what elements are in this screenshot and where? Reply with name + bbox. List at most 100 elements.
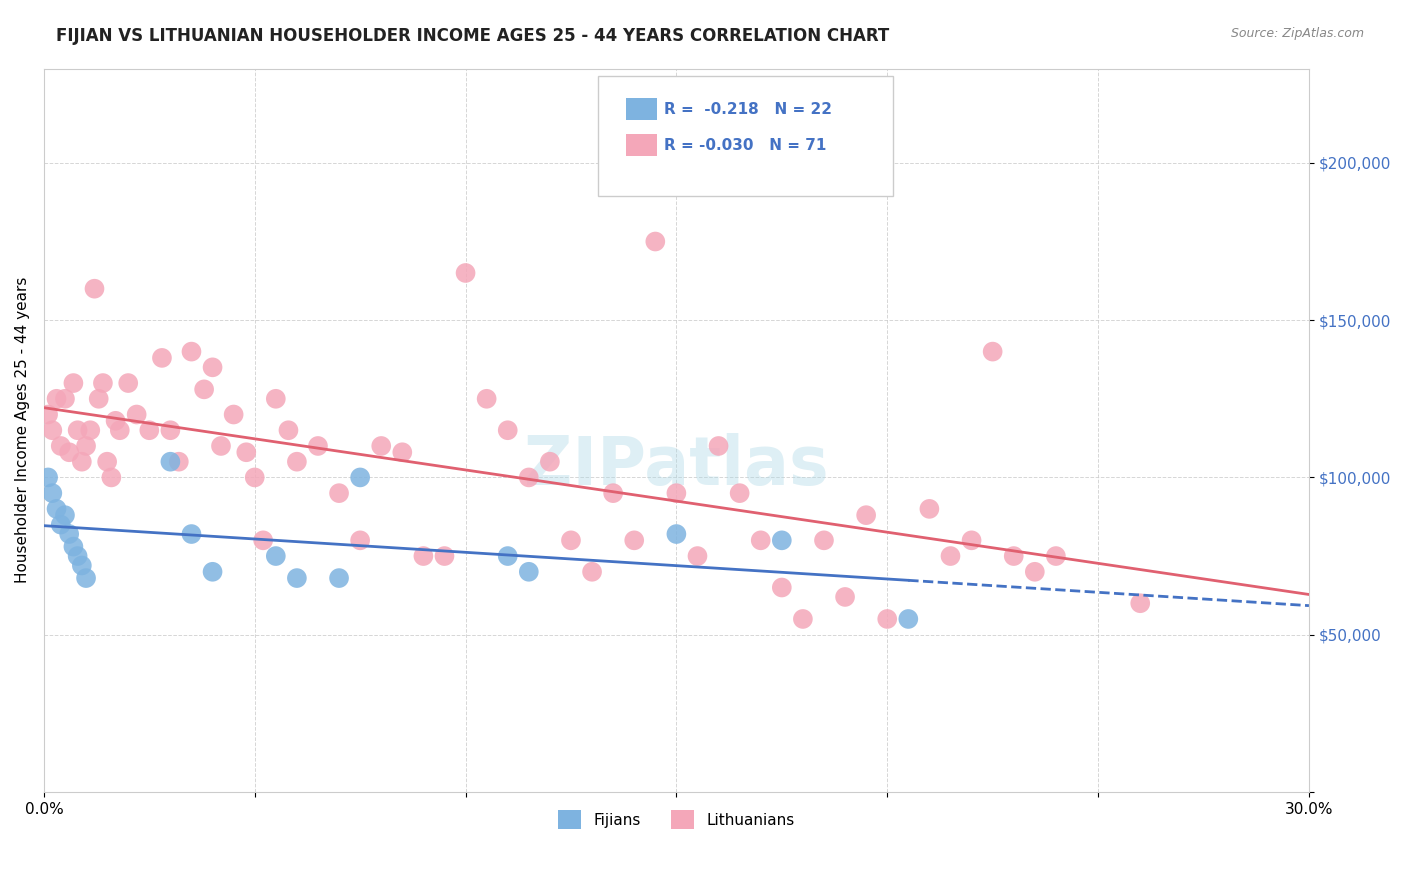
- Point: [1024, 565, 1046, 579]
- Point: [328, 571, 350, 585]
- Point: [193, 382, 215, 396]
- Point: [100, 470, 122, 484]
- Point: [960, 533, 983, 548]
- Point: [307, 439, 329, 453]
- Point: [517, 470, 540, 484]
- Point: [49, 517, 72, 532]
- Point: [391, 445, 413, 459]
- Text: FIJIAN VS LITHUANIAN HOUSEHOLDER INCOME AGES 25 - 44 YEARS CORRELATION CHART: FIJIAN VS LITHUANIAN HOUSEHOLDER INCOME …: [56, 27, 890, 45]
- Point: [41, 486, 63, 500]
- Point: [792, 612, 814, 626]
- Point: [496, 549, 519, 563]
- Point: [243, 470, 266, 484]
- Point: [138, 423, 160, 437]
- Point: [834, 590, 856, 604]
- Point: [159, 423, 181, 437]
- Text: Source: ZipAtlas.com: Source: ZipAtlas.com: [1230, 27, 1364, 40]
- Point: [96, 455, 118, 469]
- Point: [349, 533, 371, 548]
- Point: [285, 455, 308, 469]
- Point: [66, 423, 89, 437]
- Point: [53, 392, 76, 406]
- Point: [981, 344, 1004, 359]
- Point: [37, 470, 59, 484]
- Point: [252, 533, 274, 548]
- Point: [235, 445, 257, 459]
- Point: [665, 486, 688, 500]
- Point: [37, 408, 59, 422]
- Point: [749, 533, 772, 548]
- Point: [897, 612, 920, 626]
- Point: [328, 486, 350, 500]
- Point: [159, 455, 181, 469]
- Point: [538, 455, 561, 469]
- Point: [79, 423, 101, 437]
- Point: [475, 392, 498, 406]
- Point: [644, 235, 666, 249]
- Point: [125, 408, 148, 422]
- Point: [209, 439, 232, 453]
- Point: [41, 423, 63, 437]
- Point: [665, 527, 688, 541]
- Point: [180, 527, 202, 541]
- Point: [454, 266, 477, 280]
- Point: [264, 549, 287, 563]
- Point: [602, 486, 624, 500]
- Point: [58, 445, 80, 459]
- Point: [876, 612, 898, 626]
- Text: R =  -0.218   N = 22: R = -0.218 N = 22: [664, 103, 831, 117]
- Point: [87, 392, 110, 406]
- Point: [53, 508, 76, 523]
- Point: [412, 549, 434, 563]
- Point: [201, 360, 224, 375]
- Point: [855, 508, 877, 523]
- Point: [66, 549, 89, 563]
- Point: [433, 549, 456, 563]
- Point: [517, 565, 540, 579]
- Point: [285, 571, 308, 585]
- Point: [70, 558, 93, 573]
- Point: [560, 533, 582, 548]
- Point: [1002, 549, 1025, 563]
- Point: [117, 376, 139, 390]
- Point: [623, 533, 645, 548]
- Y-axis label: Householder Income Ages 25 - 44 years: Householder Income Ages 25 - 44 years: [15, 277, 30, 583]
- Point: [150, 351, 173, 365]
- Point: [108, 423, 131, 437]
- Point: [770, 581, 793, 595]
- Point: [707, 439, 730, 453]
- Point: [180, 344, 202, 359]
- Point: [264, 392, 287, 406]
- Point: [939, 549, 962, 563]
- Point: [728, 486, 751, 500]
- Text: ZIPatlas: ZIPatlas: [524, 434, 828, 500]
- Point: [75, 571, 97, 585]
- Point: [75, 439, 97, 453]
- Point: [49, 439, 72, 453]
- Point: [349, 470, 371, 484]
- Point: [277, 423, 299, 437]
- Point: [496, 423, 519, 437]
- Point: [62, 540, 84, 554]
- Point: [918, 501, 941, 516]
- Point: [104, 414, 127, 428]
- Point: [83, 282, 105, 296]
- Point: [370, 439, 392, 453]
- Point: [686, 549, 709, 563]
- Point: [91, 376, 114, 390]
- Point: [45, 392, 67, 406]
- Point: [45, 501, 67, 516]
- Legend: Fijians, Lithuanians: Fijians, Lithuanians: [553, 804, 801, 835]
- Point: [201, 565, 224, 579]
- Point: [1045, 549, 1067, 563]
- Point: [62, 376, 84, 390]
- Point: [770, 533, 793, 548]
- Point: [581, 565, 603, 579]
- Point: [167, 455, 190, 469]
- Text: R = -0.030   N = 71: R = -0.030 N = 71: [664, 138, 825, 153]
- Point: [1129, 596, 1152, 610]
- Point: [58, 527, 80, 541]
- Point: [813, 533, 835, 548]
- Point: [70, 455, 93, 469]
- Point: [222, 408, 245, 422]
